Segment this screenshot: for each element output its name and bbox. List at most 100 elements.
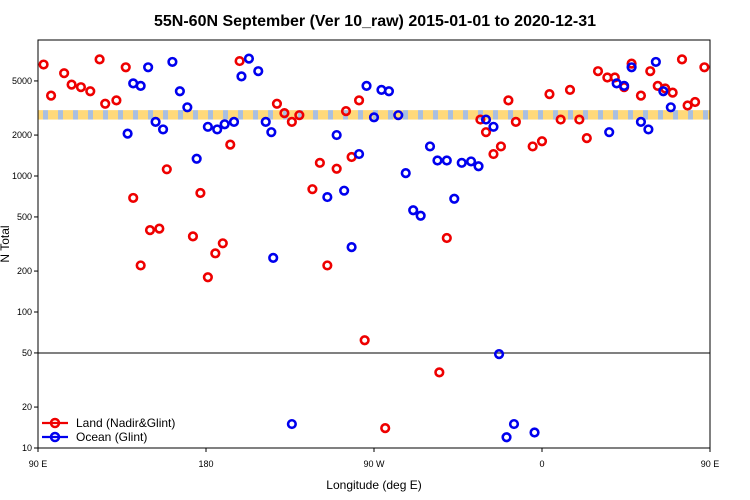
band-segment (513, 110, 518, 120)
band-segment (413, 110, 418, 120)
land-point (314, 157, 325, 168)
band-segment (683, 110, 688, 120)
band-segment (463, 110, 468, 120)
legend: Land (Nadir&Glint) Ocean (Glint) (42, 416, 175, 444)
ocean-point (353, 148, 365, 160)
band-segment (598, 110, 603, 120)
band-segment (468, 110, 473, 120)
band-segment (388, 110, 393, 120)
land-point (59, 68, 70, 79)
band-segment (243, 110, 248, 120)
ocean-point (424, 141, 436, 152)
band-segment (438, 110, 443, 120)
land-point (322, 260, 333, 271)
ocean-point (488, 121, 499, 132)
ocean-point (219, 119, 230, 130)
ocean-point (122, 128, 133, 139)
ocean-point (501, 432, 512, 443)
band-segment (583, 110, 588, 120)
band-segment (53, 110, 58, 120)
band-segment (218, 110, 223, 120)
data-band (38, 110, 710, 120)
ocean-point (268, 252, 279, 263)
land-point (434, 367, 445, 378)
band-segment (703, 110, 708, 120)
land-point (475, 114, 486, 125)
y-tick-label: 5000 (12, 76, 32, 86)
y-tick-label: 500 (17, 212, 32, 222)
land-point (699, 62, 710, 73)
ocean-point (243, 53, 255, 64)
band-segment (618, 110, 623, 120)
x-axis: 90 E 180 90 W 0 90 E (29, 448, 720, 469)
land-point (626, 58, 637, 69)
land-point (135, 260, 146, 271)
land-point (592, 66, 604, 77)
land-point (111, 95, 122, 106)
band-segment (133, 110, 138, 120)
land-point (161, 164, 172, 175)
land-point (488, 148, 499, 160)
band-segment (173, 110, 178, 120)
ocean-point (432, 155, 443, 166)
band-segment (268, 110, 273, 120)
band-segment (183, 110, 188, 120)
band-segment (593, 110, 598, 120)
band-segment (258, 110, 263, 120)
band-segment (638, 110, 643, 120)
ocean-point (383, 86, 395, 97)
band-segment (553, 110, 558, 120)
land-point (353, 95, 365, 106)
band-segment (643, 110, 648, 120)
land-point (271, 98, 283, 109)
chart-title: 55N-60N September (Ver 10_raw) 2015-01-0… (154, 13, 596, 30)
y-axis: 10 20 50 100 200 500 1000 2000 5000 (12, 76, 38, 453)
band-segment (98, 110, 103, 120)
band-segment (668, 110, 673, 120)
ocean-point (143, 62, 154, 73)
band-segment (318, 110, 323, 120)
ocean-point (658, 86, 669, 97)
band-segment (488, 110, 493, 120)
land-point (225, 139, 236, 150)
land-point (667, 87, 678, 98)
band-segment (573, 110, 578, 120)
band-segment (533, 110, 538, 120)
band-segment (428, 110, 433, 120)
y-tick-label: 20 (22, 402, 32, 412)
x-tick-label: 90 E (701, 459, 720, 469)
ocean-point (286, 418, 297, 430)
band-segment (348, 110, 353, 120)
band-segment (623, 110, 628, 120)
ocean-point (473, 161, 484, 172)
legend-land-marker (49, 417, 61, 429)
band-segment (423, 110, 428, 120)
ocean-point (135, 80, 146, 91)
land-point (331, 163, 342, 174)
ocean-point (191, 153, 202, 164)
band-segment (678, 110, 683, 120)
ocean-point (157, 124, 169, 135)
band-segment (628, 110, 633, 120)
band-segment (498, 110, 503, 120)
ocean-point (635, 116, 647, 127)
ocean-point (393, 110, 404, 121)
ocean-point (266, 127, 277, 138)
ocean-point (665, 102, 676, 113)
band-segment (213, 110, 218, 120)
band-segment (353, 110, 358, 120)
land-point (380, 423, 391, 434)
band-segment (298, 110, 303, 120)
band-segment (188, 110, 193, 120)
band-segment (68, 110, 73, 120)
band-segment (228, 110, 233, 120)
land-point (210, 248, 221, 259)
land-point (495, 141, 507, 152)
band-segment (523, 110, 528, 120)
legend-land-label: Land (Nadir&Glint) (76, 416, 175, 430)
band-segment (263, 110, 268, 120)
band-segment (433, 110, 438, 120)
land-point (202, 272, 213, 283)
land-point (144, 225, 156, 236)
ocean-point (604, 127, 615, 138)
